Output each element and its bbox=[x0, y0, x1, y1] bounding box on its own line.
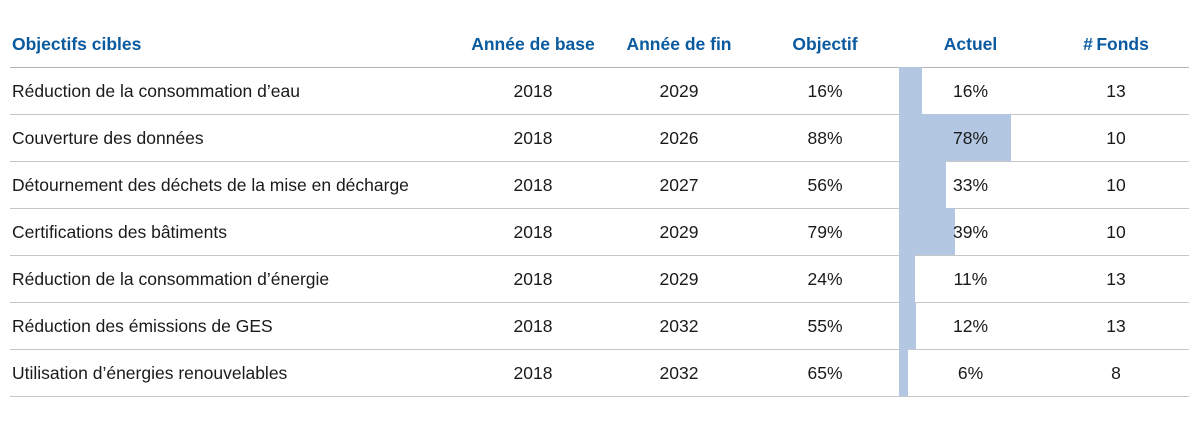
funds-count-cell: 10 bbox=[1106, 127, 1126, 148]
objective-name-cell: Réduction de la consommation d’eau bbox=[12, 80, 300, 101]
base-year-cell: 2018 bbox=[513, 315, 553, 336]
actual-value-cell: 33% bbox=[952, 174, 989, 195]
actual-bar bbox=[899, 255, 915, 302]
actual-value-cell: 12% bbox=[952, 315, 989, 336]
objective-value-cell: 65% bbox=[807, 362, 843, 383]
objective-name-cell: Détournement des déchets de la mise en d… bbox=[12, 174, 409, 195]
end-year-cell: 2026 bbox=[659, 127, 699, 148]
objective-name-cell: Certifications des bâtiments bbox=[12, 221, 227, 242]
actual-bar bbox=[899, 208, 955, 255]
end-year-cell: 2029 bbox=[659, 221, 699, 242]
funds-count-cell: 13 bbox=[1106, 268, 1126, 289]
target-objectives-table: Objectifs cibles Année de base Année de … bbox=[10, 22, 1189, 397]
actual-bar bbox=[899, 302, 917, 349]
objective-value-cell: 88% bbox=[807, 127, 843, 148]
objective-value-cell: 16% bbox=[807, 80, 843, 101]
actual-value-cell: 6% bbox=[957, 362, 984, 383]
base-year-cell: 2018 bbox=[513, 362, 553, 383]
table-row: Réduction de la consommation d’énergie 20… bbox=[10, 255, 1189, 303]
header-target-objectives: Objectifs cibles bbox=[12, 34, 142, 54]
table-row: Réduction des émissions de GES 2018 2032 55… bbox=[10, 302, 1189, 350]
table-header-row: Objectifs cibles Année de base Année de … bbox=[10, 22, 1189, 68]
actual-value-cell: 11% bbox=[953, 268, 988, 289]
end-year-cell: 2032 bbox=[659, 362, 699, 383]
table-row: Détournement des déchets de la mise en d… bbox=[10, 161, 1189, 209]
objective-value-cell: 24% bbox=[807, 268, 843, 289]
actual-bar bbox=[899, 67, 922, 114]
header-funds: # Fonds bbox=[1083, 34, 1149, 54]
table-row: Utilisation d’énergies renouvelables 2018… bbox=[10, 349, 1189, 397]
base-year-cell: 2018 bbox=[513, 80, 553, 101]
objective-value-cell: 79% bbox=[807, 221, 843, 242]
base-year-cell: 2018 bbox=[513, 268, 553, 289]
objective-name-cell: Utilisation d’énergies renouvelables bbox=[12, 362, 288, 383]
header-base-year: Année de base bbox=[471, 34, 595, 54]
actual-value-cell: 78% bbox=[952, 127, 989, 148]
objective-name-cell: Réduction des émissions de GES bbox=[12, 315, 273, 336]
table-row: Certifications des bâtiments 2018 2029 79% 3… bbox=[10, 208, 1189, 256]
funds-count-cell: 10 bbox=[1106, 221, 1126, 242]
header-actual: Actuel bbox=[943, 34, 998, 54]
table-body: Réduction de la consommation d’eau 2018 20… bbox=[10, 67, 1189, 397]
funds-count-cell: 13 bbox=[1106, 80, 1126, 101]
actual-bar bbox=[899, 349, 908, 396]
end-year-cell: 2029 bbox=[659, 268, 699, 289]
end-year-cell: 2029 bbox=[659, 80, 699, 101]
base-year-cell: 2018 bbox=[513, 174, 553, 195]
funds-count-cell: 8 bbox=[1111, 362, 1121, 383]
actual-bar bbox=[899, 114, 1011, 161]
actual-value-cell: 16% bbox=[952, 80, 989, 101]
header-end-year: Année de fin bbox=[626, 34, 732, 54]
end-year-cell: 2032 bbox=[659, 315, 699, 336]
objective-value-cell: 55% bbox=[807, 315, 843, 336]
table-row: Réduction de la consommation d’eau 2018 20… bbox=[10, 67, 1189, 115]
objective-name-cell: Couverture des données bbox=[12, 127, 204, 148]
end-year-cell: 2027 bbox=[659, 174, 699, 195]
table-row: Couverture des données 2018 2026 88% 78% 10 bbox=[10, 114, 1189, 162]
funds-count-cell: 10 bbox=[1106, 174, 1126, 195]
objective-value-cell: 56% bbox=[807, 174, 843, 195]
base-year-cell: 2018 bbox=[513, 221, 553, 242]
base-year-cell: 2018 bbox=[513, 127, 553, 148]
actual-bar bbox=[899, 161, 947, 208]
actual-value-cell: 39% bbox=[952, 221, 989, 242]
header-objective: Objectif bbox=[792, 34, 858, 54]
funds-count-cell: 13 bbox=[1106, 315, 1126, 336]
objective-name-cell: Réduction de la consommation d’énergie bbox=[12, 268, 330, 289]
